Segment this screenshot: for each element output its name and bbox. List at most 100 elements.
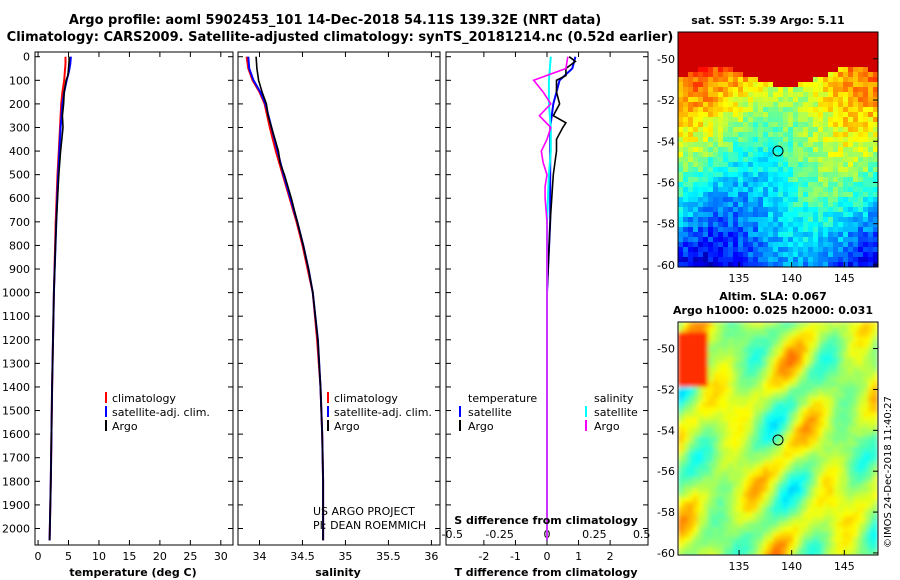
sst-pixel bbox=[848, 92, 853, 97]
sst-pixel bbox=[858, 182, 863, 187]
sst-pixel bbox=[853, 107, 858, 112]
sst-pixel bbox=[723, 222, 728, 227]
sst-pixel bbox=[713, 242, 718, 247]
sst-pixel bbox=[793, 117, 798, 122]
sst-pixel bbox=[858, 67, 863, 72]
sst-pixel bbox=[713, 117, 718, 122]
sst-pixel bbox=[853, 52, 858, 57]
sst-pixel bbox=[688, 232, 693, 237]
sla-pixel bbox=[803, 527, 808, 532]
sla-pixel bbox=[853, 467, 858, 472]
sst-pixel bbox=[873, 227, 878, 232]
sst-pixel bbox=[758, 247, 763, 252]
sla-pixel bbox=[848, 367, 853, 372]
sst-pixel bbox=[753, 182, 758, 187]
sst-pixel bbox=[848, 97, 853, 102]
sst-pixel bbox=[818, 157, 823, 162]
sst-pixel bbox=[848, 217, 853, 222]
sla-pixel bbox=[723, 392, 728, 397]
sst-pixel bbox=[778, 112, 783, 117]
sla-pixel bbox=[773, 477, 778, 482]
sla-pixel bbox=[688, 512, 693, 517]
sla-pixel bbox=[863, 437, 868, 442]
sst-pixel bbox=[813, 217, 818, 222]
depth-tick-label: 1100 bbox=[2, 310, 30, 323]
sst-pixel bbox=[703, 187, 708, 192]
sla-pixel bbox=[853, 427, 858, 432]
sst-pixel bbox=[798, 172, 803, 177]
sla-pixel bbox=[788, 447, 793, 452]
sla-pixel bbox=[688, 342, 693, 347]
sla-pixel bbox=[753, 382, 758, 387]
sst-pixel bbox=[758, 252, 763, 257]
sla-pixel bbox=[748, 507, 753, 512]
sla-pixel bbox=[703, 487, 708, 492]
sla-pixel bbox=[803, 472, 808, 477]
x-tick-label: 5 bbox=[65, 550, 72, 563]
sla-pixel bbox=[718, 507, 723, 512]
sst-pixel bbox=[703, 257, 708, 262]
sst-pixel bbox=[748, 202, 753, 207]
sst-pixel bbox=[818, 87, 823, 92]
sla-pixel bbox=[818, 522, 823, 527]
sst-pixel bbox=[758, 257, 763, 262]
sst-pixel bbox=[718, 147, 723, 152]
sst-pixel bbox=[728, 112, 733, 117]
sst-pixel bbox=[683, 62, 688, 67]
sst-pixel bbox=[703, 147, 708, 152]
sla-pixel bbox=[743, 457, 748, 462]
sst-pixel bbox=[773, 72, 778, 77]
sla-pixel bbox=[718, 397, 723, 402]
sst-pixel bbox=[718, 187, 723, 192]
sst-pixel bbox=[848, 42, 853, 47]
sla-pixel bbox=[743, 337, 748, 342]
sla-pixel bbox=[843, 452, 848, 457]
sla-pixel bbox=[853, 372, 858, 377]
sla-pixel bbox=[788, 507, 793, 512]
sla-pixel bbox=[678, 432, 683, 437]
sst-pixel bbox=[728, 242, 733, 247]
sst-pixel bbox=[768, 247, 773, 252]
sla-pixel bbox=[778, 497, 783, 502]
sst-pixel bbox=[818, 97, 823, 102]
sla-pixel bbox=[838, 542, 843, 547]
sst-pixel bbox=[808, 182, 813, 187]
sst-pixel bbox=[758, 167, 763, 172]
sst-pixel bbox=[698, 97, 703, 102]
sst-pixel bbox=[783, 192, 788, 197]
sst-pixel bbox=[853, 72, 858, 77]
sla-pixel bbox=[698, 522, 703, 527]
sla-pixel bbox=[843, 327, 848, 332]
sst-pixel bbox=[868, 257, 873, 262]
sla-pixel bbox=[713, 487, 718, 492]
sst-pixel bbox=[818, 232, 823, 237]
sst-pixel bbox=[873, 67, 878, 72]
sla-pixel bbox=[738, 447, 743, 452]
sla-pixel bbox=[678, 402, 683, 407]
sst-pixel bbox=[813, 62, 818, 67]
sst-pixel bbox=[828, 192, 833, 197]
sst-pixel bbox=[823, 152, 828, 157]
sla-pixel bbox=[788, 377, 793, 382]
sla-pixel bbox=[833, 502, 838, 507]
sst-pixel bbox=[828, 67, 833, 72]
sla-pixel bbox=[833, 422, 838, 427]
lat-tick-label: -56 bbox=[657, 465, 675, 478]
sla-pixel bbox=[778, 372, 783, 377]
sla-pixel bbox=[798, 407, 803, 412]
sla-pixel bbox=[843, 527, 848, 532]
sst-pixel bbox=[753, 217, 758, 222]
sla-pixel bbox=[763, 532, 768, 537]
sst-pixel bbox=[783, 177, 788, 182]
sst-pixel bbox=[813, 77, 818, 82]
sla-pixel bbox=[708, 517, 713, 522]
sst-pixel bbox=[713, 92, 718, 97]
sst-pixel bbox=[698, 92, 703, 97]
legend-swatch-satellite bbox=[105, 406, 107, 417]
sst-pixel bbox=[718, 252, 723, 257]
sla-pixel bbox=[813, 412, 818, 417]
sst-pixel bbox=[763, 97, 768, 102]
sla-pixel bbox=[803, 467, 808, 472]
sla-pixel bbox=[708, 357, 713, 362]
sst-pixel bbox=[873, 132, 878, 137]
